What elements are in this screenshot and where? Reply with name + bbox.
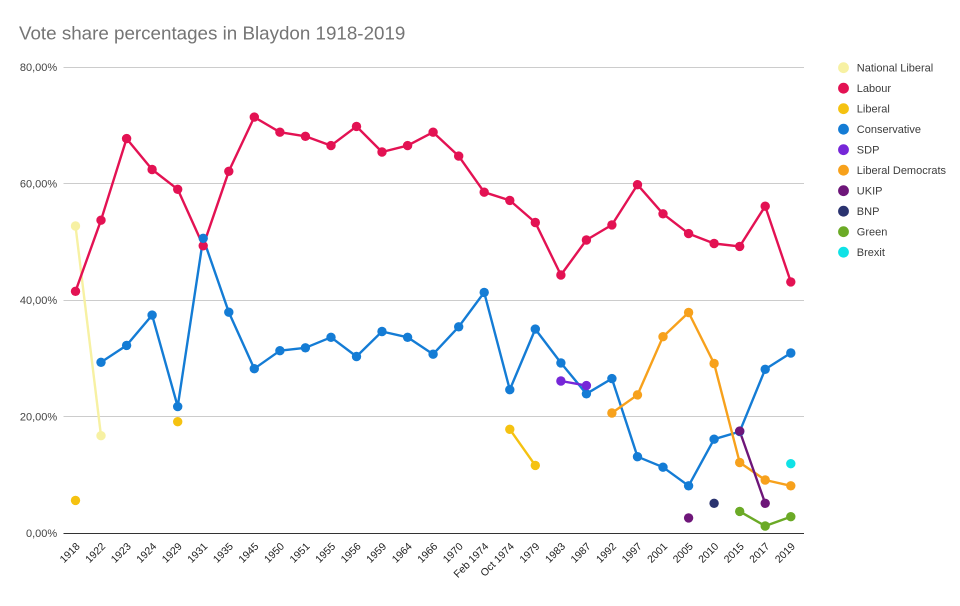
svg-text:National Liberal: National Liberal <box>857 63 933 75</box>
svg-text:BNP: BNP <box>857 206 880 218</box>
svg-text:Brexit: Brexit <box>857 247 885 259</box>
svg-text:Vote share percentages in Blay: Vote share percentages in Blaydon 1918-2… <box>19 23 405 44</box>
svg-text:Liberal: Liberal <box>857 104 890 116</box>
svg-text:Green: Green <box>857 227 888 239</box>
svg-text:Labour: Labour <box>857 83 892 95</box>
svg-text:SDP: SDP <box>857 145 880 157</box>
svg-text:20,00%: 20,00% <box>20 412 58 424</box>
svg-text:Conservative: Conservative <box>857 124 921 136</box>
svg-text:60,00%: 60,00% <box>20 179 58 191</box>
svg-text:80,00%: 80,00% <box>20 62 58 74</box>
svg-text:UKIP: UKIP <box>857 186 883 198</box>
svg-text:0,00%: 0,00% <box>26 528 57 540</box>
svg-text:Liberal Democrats: Liberal Democrats <box>857 165 947 177</box>
svg-text:40,00%: 40,00% <box>20 295 58 307</box>
